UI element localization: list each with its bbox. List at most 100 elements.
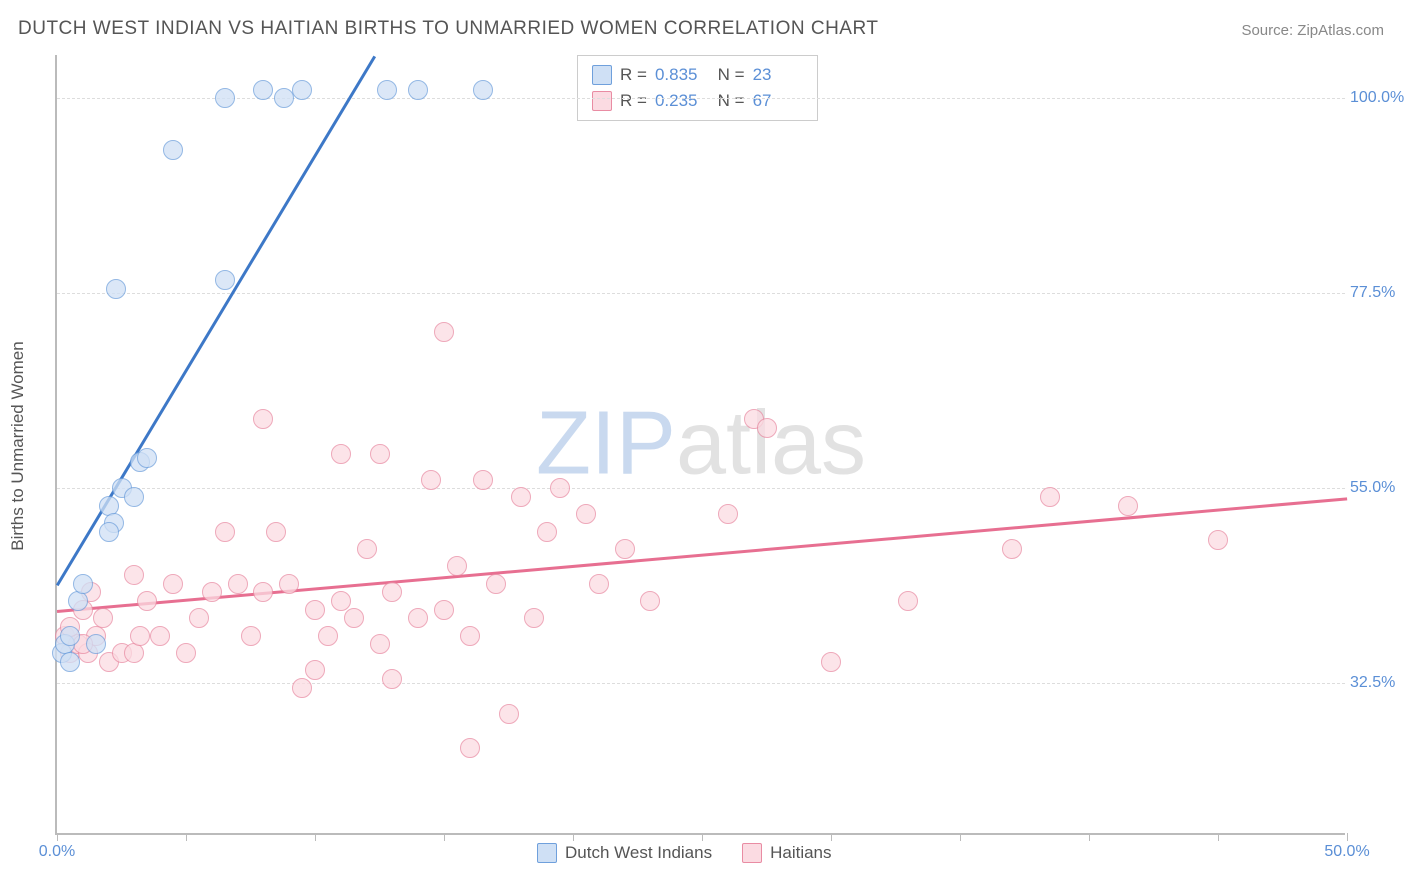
data-point <box>421 470 441 490</box>
x-tick <box>960 833 961 841</box>
data-point <box>215 522 235 542</box>
data-point <box>99 522 119 542</box>
gridline <box>57 98 1345 99</box>
data-point <box>202 582 222 602</box>
data-point <box>615 539 635 559</box>
data-point <box>305 600 325 620</box>
data-point <box>130 626 150 646</box>
data-point <box>473 80 493 100</box>
legend-row-series-1: R = 0.235 N = 67 <box>592 88 803 114</box>
series-name-0: Dutch West Indians <box>565 843 712 863</box>
n-value-0: 23 <box>753 62 803 88</box>
data-point <box>821 652 841 672</box>
data-point <box>640 591 660 611</box>
data-point <box>60 626 80 646</box>
x-tick-label: 0.0% <box>39 843 75 861</box>
watermark: ZIPatlas <box>536 393 866 496</box>
data-point <box>499 704 519 724</box>
swatch-series-1 <box>592 91 612 111</box>
data-point <box>408 80 428 100</box>
r-label: R = <box>620 88 647 114</box>
data-point <box>486 574 506 594</box>
watermark-atlas: atlas <box>676 394 866 494</box>
data-point <box>124 487 144 507</box>
data-point <box>137 591 157 611</box>
data-point <box>408 608 428 628</box>
data-point <box>718 504 738 524</box>
legend-row-series-0: R = 0.835 N = 23 <box>592 62 803 88</box>
regression-line <box>57 497 1347 612</box>
x-tick-label: 50.0% <box>1324 843 1369 861</box>
data-point <box>1118 496 1138 516</box>
data-point <box>382 669 402 689</box>
series-name-1: Haitians <box>770 843 831 863</box>
data-point <box>279 574 299 594</box>
data-point <box>215 270 235 290</box>
gridline <box>57 293 1345 294</box>
x-tick <box>57 833 58 841</box>
data-point <box>331 444 351 464</box>
data-point <box>370 634 390 654</box>
data-point <box>215 88 235 108</box>
data-point <box>124 643 144 663</box>
data-point <box>576 504 596 524</box>
r-label: R = <box>620 62 647 88</box>
data-point <box>292 678 312 698</box>
n-label: N = <box>713 88 745 114</box>
source-label: Source: ZipAtlas.com <box>1241 22 1384 39</box>
plot-area: ZIPatlas R = 0.835 N = 23 R = 0.235 N = … <box>55 55 1345 835</box>
data-point <box>460 626 480 646</box>
data-point <box>253 80 273 100</box>
data-point <box>473 470 493 490</box>
data-point <box>189 608 209 628</box>
data-point <box>357 539 377 559</box>
data-point <box>228 574 248 594</box>
x-tick <box>831 833 832 841</box>
data-point <box>511 487 531 507</box>
x-tick <box>186 833 187 841</box>
data-point <box>1040 487 1060 507</box>
data-point <box>537 522 557 542</box>
legend-item-1: Haitians <box>742 843 831 863</box>
swatch-series-0 <box>537 843 557 863</box>
data-point <box>292 80 312 100</box>
data-point <box>331 591 351 611</box>
data-point <box>93 608 113 628</box>
data-point <box>124 565 144 585</box>
data-point <box>60 652 80 672</box>
data-point <box>150 626 170 646</box>
data-point <box>460 738 480 758</box>
correlation-legend: R = 0.835 N = 23 R = 0.235 N = 67 <box>577 55 818 121</box>
data-point <box>1002 539 1022 559</box>
data-point <box>434 322 454 342</box>
y-tick-label: 100.0% <box>1350 89 1405 107</box>
data-point <box>106 279 126 299</box>
x-tick <box>573 833 574 841</box>
y-axis-label: Births to Unmarried Women <box>8 341 28 550</box>
data-point <box>305 660 325 680</box>
series-legend: Dutch West Indians Haitians <box>537 843 832 863</box>
data-point <box>370 444 390 464</box>
data-point <box>73 574 93 594</box>
x-tick <box>444 833 445 841</box>
data-point <box>86 634 106 654</box>
data-point <box>176 643 196 663</box>
data-point <box>163 140 183 160</box>
x-tick <box>1218 833 1219 841</box>
data-point <box>253 409 273 429</box>
gridline <box>57 683 1345 684</box>
data-point <box>447 556 467 576</box>
data-point <box>68 591 88 611</box>
legend-item-0: Dutch West Indians <box>537 843 712 863</box>
chart-title: DUTCH WEST INDIAN VS HAITIAN BIRTHS TO U… <box>18 18 878 40</box>
data-point <box>318 626 338 646</box>
x-tick <box>315 833 316 841</box>
data-point <box>266 522 286 542</box>
data-point <box>524 608 544 628</box>
x-tick <box>1347 833 1348 841</box>
y-tick-label: 55.0% <box>1350 479 1405 497</box>
y-tick-label: 77.5% <box>1350 284 1405 302</box>
data-point <box>377 80 397 100</box>
gridline <box>57 488 1345 489</box>
data-point <box>382 582 402 602</box>
